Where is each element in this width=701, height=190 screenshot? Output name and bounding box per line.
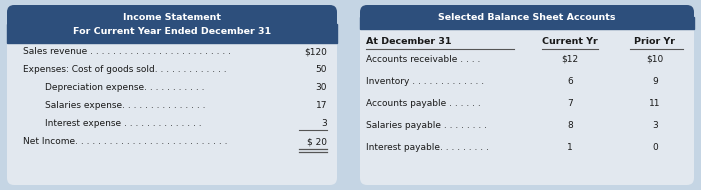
Bar — [7, 24, 337, 43]
FancyBboxPatch shape — [360, 5, 694, 29]
Text: 6: 6 — [567, 77, 573, 86]
Text: Salaries expense. . . . . . . . . . . . . . .: Salaries expense. . . . . . . . . . . . … — [45, 101, 205, 111]
Text: Accounts payable . . . . . .: Accounts payable . . . . . . — [366, 98, 481, 108]
Text: 50: 50 — [315, 66, 327, 74]
Text: Selected Balance Sheet Accounts: Selected Balance Sheet Accounts — [438, 13, 615, 22]
Text: 11: 11 — [649, 98, 661, 108]
Bar — [360, 17, 694, 29]
Text: $12: $12 — [562, 55, 578, 63]
Text: Prior Yr: Prior Yr — [634, 36, 676, 45]
Text: Current Yr: Current Yr — [542, 36, 598, 45]
FancyBboxPatch shape — [360, 5, 694, 185]
Text: 17: 17 — [315, 101, 327, 111]
Text: Accounts receivable . . . .: Accounts receivable . . . . — [366, 55, 480, 63]
Text: Expenses: Cost of goods sold. . . . . . . . . . . . .: Expenses: Cost of goods sold. . . . . . … — [23, 66, 226, 74]
Text: Interest payable. . . . . . . . .: Interest payable. . . . . . . . . — [366, 142, 489, 151]
Text: 3: 3 — [652, 120, 658, 130]
Text: $10: $10 — [646, 55, 664, 63]
FancyBboxPatch shape — [7, 5, 337, 185]
Text: Interest expense . . . . . . . . . . . . . .: Interest expense . . . . . . . . . . . .… — [45, 120, 202, 128]
Text: 1: 1 — [567, 142, 573, 151]
Text: $120: $120 — [304, 48, 327, 56]
Text: Income Statement: Income Statement — [123, 13, 221, 21]
FancyBboxPatch shape — [7, 5, 337, 43]
Text: 30: 30 — [315, 83, 327, 93]
Text: Net Income. . . . . . . . . . . . . . . . . . . . . . . . . . .: Net Income. . . . . . . . . . . . . . . … — [23, 138, 228, 146]
Text: $ 20: $ 20 — [307, 138, 327, 146]
Text: Inventory . . . . . . . . . . . . .: Inventory . . . . . . . . . . . . . — [366, 77, 484, 86]
Text: 0: 0 — [652, 142, 658, 151]
Text: 8: 8 — [567, 120, 573, 130]
Text: 3: 3 — [321, 120, 327, 128]
Text: At December 31: At December 31 — [366, 36, 451, 45]
Text: For Current Year Ended December 31: For Current Year Ended December 31 — [73, 28, 271, 36]
Text: 7: 7 — [567, 98, 573, 108]
Text: Depreciation expense. . . . . . . . . . .: Depreciation expense. . . . . . . . . . … — [45, 83, 205, 93]
Text: Salaries payable . . . . . . . .: Salaries payable . . . . . . . . — [366, 120, 487, 130]
Text: 9: 9 — [652, 77, 658, 86]
Text: Sales revenue . . . . . . . . . . . . . . . . . . . . . . . . .: Sales revenue . . . . . . . . . . . . . … — [23, 48, 231, 56]
